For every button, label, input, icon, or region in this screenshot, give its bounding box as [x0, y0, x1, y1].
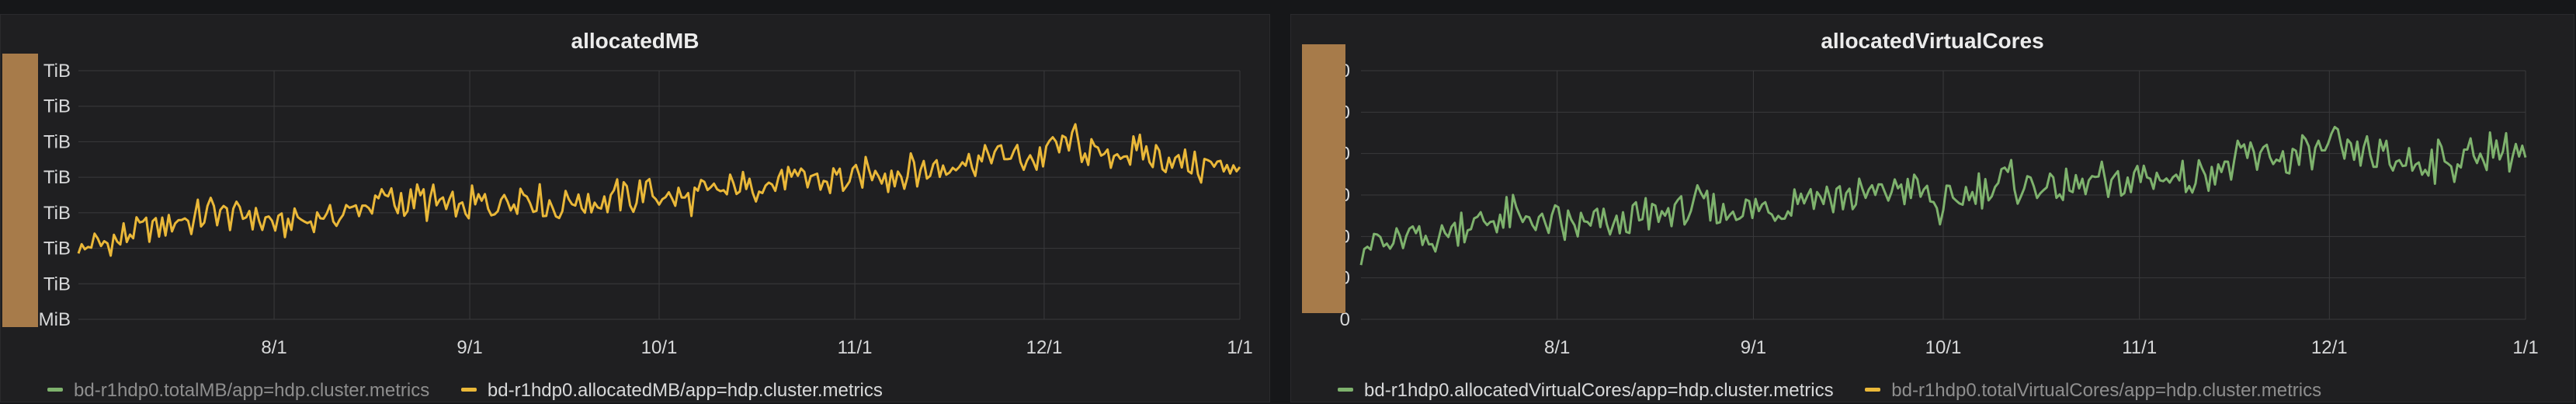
legend-label: bd-r1hdp0.totalVirtualCores/app=hdp.clus…	[1891, 380, 2322, 401]
y-tick-label: TiB	[43, 167, 71, 188]
x-tick-label: 11/1	[2122, 337, 2157, 358]
panel-title[interactable]: allocatedMB	[571, 29, 700, 53]
x-tick-label: 1/1	[2512, 337, 2538, 358]
x-tick-label: 10/1	[1925, 337, 1962, 358]
y-tick-label: TiB	[43, 203, 71, 224]
redaction-block	[1302, 44, 1345, 313]
chart-allocated-mb: MiB TiB TiB TiB TiB TiB TiB TiB 8/1 9/1 10/1 11/1 12…	[39, 61, 1253, 358]
x-tick-label: 9/1	[1741, 337, 1766, 358]
y-tick-label: TiB	[43, 61, 71, 82]
y-tick-label: TiB	[43, 273, 71, 294]
legend-item-allocated-virtual-cores[interactable]: bd-r1hdp0.allocatedVirtualCores/app=hdp.…	[1338, 380, 1834, 402]
series-line	[77, 123, 1241, 257]
y-tick-label: MiB	[39, 309, 71, 330]
x-tick-label: 12/1	[2311, 337, 2348, 358]
series-line	[1359, 126, 2527, 266]
y-tick-label: TiB	[43, 96, 71, 117]
legend-swatch	[47, 388, 63, 392]
x-tick-label: 9/1	[457, 337, 482, 358]
legend: bd-r1hdp0.allocatedVirtualCores/app=hdp.…	[1338, 380, 2574, 402]
chart-allocated-virtual-cores: 00000008/19/110/111/112/11/1	[1340, 61, 2539, 358]
x-tick-label: 1/1	[1227, 337, 1252, 358]
x-tick-label: 11/1	[838, 337, 873, 358]
legend-item-total-mb[interactable]: bd-r1hdp0.totalMB/app=hdp.cluster.metric…	[47, 380, 429, 402]
panel-allocated-mb: allocatedMB MiB TiB TiB TiB TiB TiB TiB TiB 8/1 9…	[0, 14, 1270, 402]
x-tick-label: 10/1	[641, 337, 678, 358]
y-tick-label: TiB	[43, 131, 71, 152]
y-tick-label: TiB	[43, 239, 71, 259]
x-tick-label: 12/1	[1026, 337, 1063, 358]
legend-label: bd-r1hdp0.allocatedVirtualCores/app=hdp.…	[1364, 380, 1834, 401]
y-tick-label: 0	[1340, 309, 1350, 330]
legend-swatch	[1865, 388, 1881, 392]
legend-label: bd-r1hdp0.allocatedMB/app=hdp.cluster.me…	[487, 380, 883, 401]
legend-label: bd-r1hdp0.totalMB/app=hdp.cluster.metric…	[74, 380, 430, 401]
x-tick-label: 8/1	[261, 337, 286, 358]
legend-swatch	[460, 388, 477, 392]
legend-item-total-virtual-cores[interactable]: bd-r1hdp0.totalVirtualCores/app=hdp.clus…	[1865, 380, 2321, 402]
legend-item-allocated-mb[interactable]: bd-r1hdp0.allocatedMB/app=hdp.cluster.me…	[460, 380, 883, 402]
legend: bd-r1hdp0.totalMB/app=hdp.cluster.metric…	[47, 380, 1269, 402]
legend-swatch	[1338, 388, 1353, 392]
x-tick-label: 8/1	[1544, 337, 1570, 358]
panel-allocated-virtual-cores: allocatedVirtualCores 00000008/19/110/11…	[1290, 14, 2574, 402]
panel-title[interactable]: allocatedVirtualCores	[1821, 29, 2044, 53]
redaction-block	[2, 54, 38, 327]
